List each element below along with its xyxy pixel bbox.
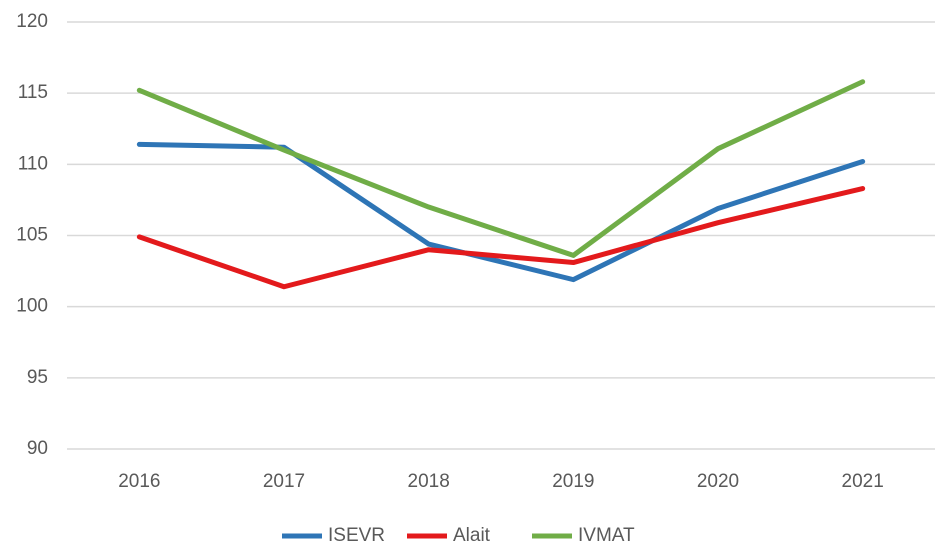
series-line — [136, 186, 866, 290]
x-tick-label: 2021 — [842, 471, 884, 492]
legend-label: Alait — [453, 525, 491, 545]
y-tick-label: 115 — [18, 82, 48, 103]
y-tick-label: 90 — [27, 438, 48, 459]
x-tick-label: 2019 — [552, 471, 594, 492]
y-tick-label: 105 — [16, 225, 48, 246]
x-tick-label: 2016 — [118, 471, 160, 492]
y-tick-label: 100 — [16, 296, 48, 317]
series-line — [136, 141, 866, 283]
legend-label: ISEVR — [328, 525, 385, 545]
y-tick-label: 110 — [18, 153, 48, 174]
y-tick-label: 120 — [16, 11, 48, 32]
series-line — [136, 79, 866, 258]
legend-label: IVMAT — [578, 525, 635, 545]
x-tick-label: 2017 — [263, 471, 305, 492]
y-tick-label: 95 — [27, 367, 48, 388]
x-tick-label: 2018 — [408, 471, 450, 492]
x-tick-label: 2020 — [697, 471, 739, 492]
